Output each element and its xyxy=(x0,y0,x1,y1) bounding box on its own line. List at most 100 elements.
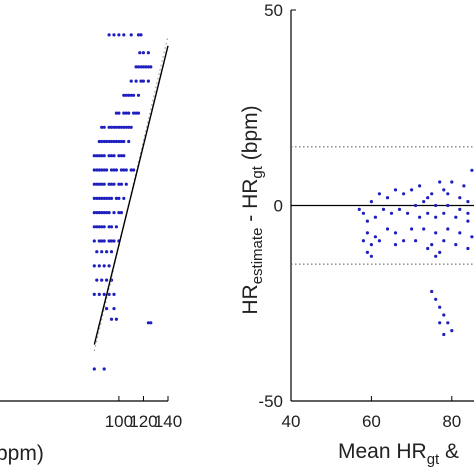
left-data-point xyxy=(129,93,133,97)
left-data-point xyxy=(124,125,128,129)
right-x-tick-label: 40 xyxy=(282,412,301,431)
left-data-point xyxy=(102,211,106,215)
left-data-point xyxy=(100,278,104,282)
left-data-point xyxy=(114,168,118,172)
left-data-point xyxy=(117,182,121,186)
left-data-point xyxy=(112,307,116,311)
left-data-point xyxy=(114,139,118,144)
left-data-point xyxy=(107,264,111,268)
right-data-point xyxy=(369,243,373,247)
right-data-point xyxy=(466,200,470,204)
left-data-point xyxy=(100,225,104,229)
left-regression-line xyxy=(93,45,169,345)
left-data-point xyxy=(112,168,116,172)
left-data-point xyxy=(102,292,106,296)
left-data-point xyxy=(138,51,142,55)
left-data-point xyxy=(105,139,109,144)
left-data-point xyxy=(119,154,123,158)
right-data-point xyxy=(442,211,446,215)
right-data-point xyxy=(414,203,418,208)
right-data-point xyxy=(422,200,426,204)
left-data-point xyxy=(132,111,136,115)
left-data-point xyxy=(107,211,111,215)
right-data-point xyxy=(426,211,430,215)
left-data-point xyxy=(146,79,150,83)
left-data-point xyxy=(112,292,116,296)
left-data-point xyxy=(127,125,131,129)
left-data-point xyxy=(112,125,116,129)
left-data-point xyxy=(92,367,96,371)
right-data-point xyxy=(373,215,377,219)
right-data-point xyxy=(369,200,373,204)
left-data-point xyxy=(107,196,111,200)
right-data-point xyxy=(434,203,438,208)
right-data-point xyxy=(389,211,394,215)
right-data-point xyxy=(365,231,369,235)
left-data-point xyxy=(122,93,126,97)
left-data-point xyxy=(92,154,96,158)
left-data-point xyxy=(136,111,141,115)
left-data-point xyxy=(107,182,111,186)
left-data-point xyxy=(109,168,114,172)
left-data-point xyxy=(144,65,148,69)
left-data-point xyxy=(129,79,133,83)
left-data-point xyxy=(109,125,114,129)
left-data-point xyxy=(124,168,128,172)
left-data-point xyxy=(136,93,141,97)
left-data-point xyxy=(119,125,123,129)
left-data-point xyxy=(112,33,116,37)
left-data-point xyxy=(107,154,111,158)
right-data-point xyxy=(410,188,414,192)
left-data-point xyxy=(100,196,104,200)
left-data-point xyxy=(109,196,114,200)
left-data-point xyxy=(100,182,104,186)
right-x-tick-label: 80 xyxy=(442,412,461,431)
right-data-point xyxy=(438,321,442,325)
left-data-point xyxy=(102,154,106,158)
right-data-point xyxy=(438,305,442,309)
right-data-point xyxy=(466,211,470,215)
right-data-point xyxy=(373,235,377,239)
right-data-point xyxy=(426,246,430,251)
left-data-point xyxy=(112,154,116,158)
left-data-point xyxy=(109,250,114,254)
left-data-point xyxy=(95,182,99,186)
left-data-point xyxy=(109,239,114,243)
left-data-point xyxy=(97,139,101,144)
right-data-point xyxy=(442,332,446,337)
left-data-point xyxy=(146,321,150,325)
left-data-point xyxy=(92,196,96,200)
right-data-point xyxy=(430,192,434,196)
right-data-point xyxy=(470,235,474,239)
left-data-point xyxy=(136,33,141,37)
left-data-point xyxy=(97,168,101,172)
left-data-point xyxy=(117,196,121,200)
left-data-point xyxy=(95,154,99,158)
left-data-point xyxy=(136,65,141,69)
right-data-point xyxy=(381,207,386,211)
left-data-point xyxy=(122,111,126,115)
left-data-point xyxy=(92,292,96,296)
right-data-point xyxy=(434,215,438,219)
right-data-point xyxy=(385,227,390,231)
left-data-point xyxy=(97,182,101,186)
left-data-point xyxy=(132,93,136,97)
left-data-point xyxy=(109,225,114,229)
left-data-point xyxy=(102,139,106,144)
right-data-point xyxy=(365,219,369,223)
left-data-point xyxy=(112,211,116,215)
right-y-ticks: 50 0 -50 xyxy=(258,1,296,411)
left-data-point xyxy=(117,125,121,129)
left-data-point xyxy=(97,292,101,296)
left-data-point xyxy=(95,211,99,215)
right-data-point xyxy=(470,168,474,172)
right-data-point xyxy=(361,211,365,215)
left-data-point xyxy=(129,168,133,172)
left-data-point xyxy=(132,168,136,172)
left-data-point xyxy=(134,79,138,83)
left-data-point xyxy=(95,196,99,200)
left-data-point xyxy=(100,250,104,254)
left-data-point xyxy=(117,111,121,115)
left-scatter-points xyxy=(92,33,153,371)
left-data-point xyxy=(92,264,96,268)
